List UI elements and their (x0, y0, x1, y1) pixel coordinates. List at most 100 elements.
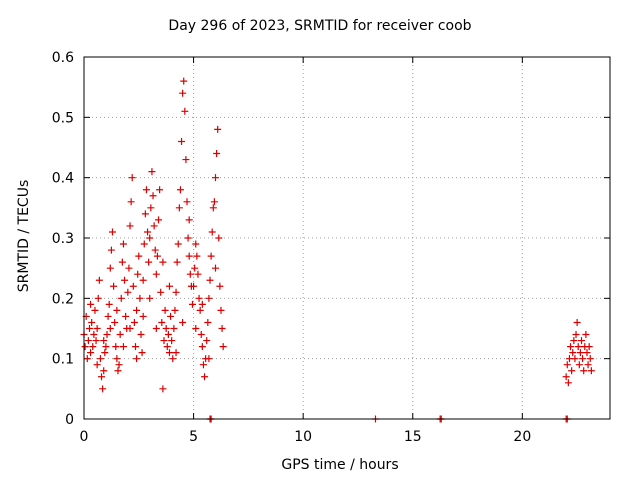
data-point (583, 349, 591, 357)
data-point (110, 282, 118, 290)
data-point (171, 306, 179, 314)
data-point (101, 349, 109, 357)
data-point (141, 210, 149, 218)
data-point (212, 174, 219, 182)
data-point (96, 355, 104, 363)
data-point (163, 343, 171, 351)
data-point (114, 367, 122, 375)
data-point (576, 349, 584, 357)
data-point (572, 331, 580, 339)
data-point (165, 282, 173, 290)
data-point (125, 264, 133, 272)
data-point (137, 331, 145, 339)
data-point (106, 325, 114, 332)
data-point (146, 234, 154, 242)
data-point (88, 318, 96, 326)
data-point (85, 325, 93, 332)
y-tick-label: 0.1 (52, 352, 74, 368)
chart-title: Day 296 of 2023, SRMTID for receiver coo… (168, 18, 472, 34)
data-point (119, 240, 127, 248)
data-point (140, 240, 148, 248)
data-point (190, 282, 198, 290)
y-tick-label: 0.2 (52, 291, 74, 307)
data-point (132, 343, 140, 351)
axis-ticks: 0 5 10 15 20 0 0.1 0.2 0.3 0.4 0.5 0.6 (52, 50, 610, 445)
data-point (167, 312, 175, 320)
data-point (111, 318, 119, 326)
data-point (164, 331, 172, 339)
data-point (117, 294, 125, 302)
data-point (204, 318, 212, 326)
data-points (80, 77, 595, 423)
data-point (175, 204, 183, 212)
y-tick-label: 0 (65, 412, 74, 428)
data-point (115, 361, 123, 369)
data-point (138, 349, 146, 357)
data-point (133, 355, 141, 363)
data-point (580, 367, 588, 375)
data-point (98, 373, 106, 381)
data-point (107, 246, 115, 254)
data-point (155, 216, 163, 224)
data-point (571, 355, 579, 363)
data-point (81, 343, 89, 351)
data-point (118, 258, 126, 266)
data-point (579, 355, 587, 363)
data-point (92, 337, 100, 345)
data-point (203, 337, 211, 345)
data-point (128, 174, 136, 182)
data-point (210, 198, 218, 206)
data-point (574, 343, 582, 351)
data-point (100, 367, 108, 375)
data-point (161, 306, 169, 314)
data-point (169, 355, 177, 363)
data-point (106, 264, 114, 272)
data-point (176, 186, 184, 194)
data-point (192, 325, 200, 332)
data-point (121, 276, 129, 284)
data-point (168, 337, 176, 345)
data-point (152, 325, 160, 332)
data-point (83, 355, 91, 363)
data-point (196, 306, 204, 314)
data-point (113, 306, 121, 314)
data-point (573, 318, 581, 326)
data-point (162, 325, 170, 332)
data-point (562, 373, 570, 381)
data-point (199, 361, 207, 369)
data-point (89, 343, 97, 351)
data-point (569, 349, 577, 357)
data-point (217, 306, 225, 314)
data-point (102, 343, 110, 351)
data-point (207, 252, 215, 260)
data-point (585, 343, 593, 351)
data-point (570, 337, 578, 345)
data-point (153, 252, 161, 260)
data-point (185, 216, 193, 224)
data-point (183, 198, 191, 206)
data-point (156, 186, 164, 194)
x-tick-label: 0 (80, 429, 89, 445)
data-point (146, 294, 154, 302)
data-point (139, 312, 147, 320)
data-point (129, 282, 137, 290)
data-point (157, 288, 165, 296)
data-point (575, 361, 583, 369)
data-point (134, 270, 142, 278)
data-point (587, 367, 595, 375)
data-point (194, 270, 202, 278)
x-tick-label: 20 (513, 429, 531, 445)
data-point (173, 258, 181, 266)
data-point (165, 349, 173, 357)
y-tick-label: 0.3 (52, 231, 74, 247)
data-point (94, 294, 102, 302)
data-point (152, 270, 160, 278)
data-point (130, 318, 138, 326)
data-point (195, 294, 203, 302)
data-point (93, 325, 101, 332)
data-point (180, 77, 188, 85)
data-point (188, 300, 196, 308)
data-point (104, 312, 112, 320)
data-point (218, 325, 226, 332)
